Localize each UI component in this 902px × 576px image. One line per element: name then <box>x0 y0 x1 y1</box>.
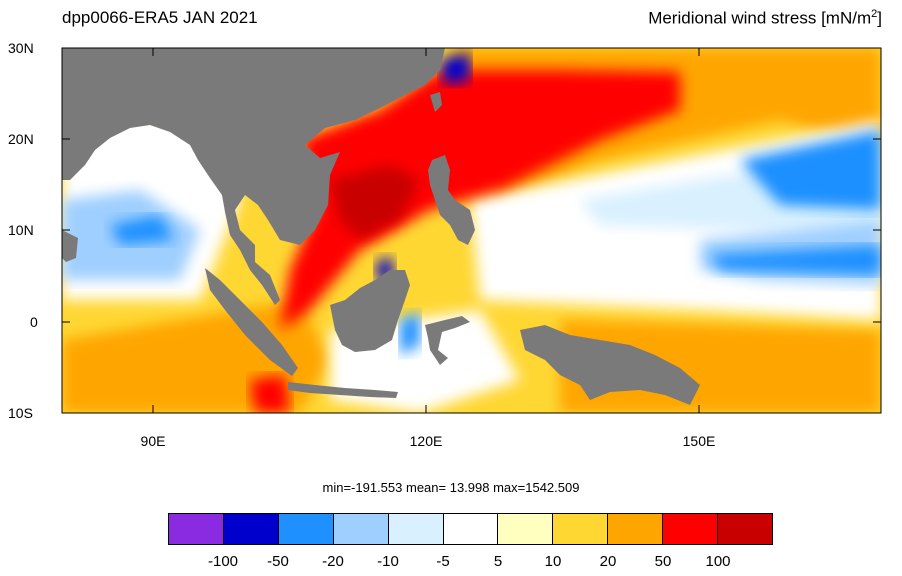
philippines <box>428 155 475 245</box>
field-blue-east <box>710 245 881 275</box>
colorbar-box <box>278 514 334 544</box>
lon-label-90e: 90E <box>140 433 166 449</box>
field-red-south <box>250 375 290 413</box>
java <box>288 382 398 398</box>
colorbar-box <box>718 514 772 544</box>
lat-label-10s: 10S <box>8 405 33 421</box>
colorbar-label: 5 <box>493 553 503 570</box>
sri-lanka <box>62 230 78 262</box>
colorbar-label: -5 <box>436 553 450 570</box>
variable-title: Meridional wind stress [mN/m2] <box>648 8 882 29</box>
axis-ticks <box>62 47 881 414</box>
lat-label-30n: 30N <box>8 40 34 56</box>
sumatra <box>205 268 298 376</box>
field-blue-celebes <box>400 312 420 355</box>
asian-mainland <box>62 48 445 305</box>
field-darkred-core <box>330 165 420 240</box>
colorbar-box <box>388 514 444 544</box>
variable-title-superscript: 2 <box>871 8 878 20</box>
lat-label-10n: 10N <box>8 222 34 238</box>
lon-label-150e: 150E <box>682 433 716 449</box>
colorbar-box <box>443 514 499 544</box>
lat-label-0: 0 <box>30 314 38 330</box>
colorbar-label: 50 <box>654 553 672 570</box>
colorbar <box>168 513 773 545</box>
variable-title-end: ] <box>877 8 882 28</box>
field-blue-northeast <box>740 130 881 210</box>
colorbar-label: 20 <box>599 553 617 570</box>
colorbar-label: 10 <box>544 553 562 570</box>
colorbar-label: -50 <box>267 553 289 570</box>
colorbar-box <box>553 514 609 544</box>
new-guinea <box>520 325 700 405</box>
colorbar-box <box>223 514 279 544</box>
lat-label-20n: 20N <box>8 131 34 147</box>
colorbar-label: 100 <box>705 553 731 570</box>
variable-title-text: Meridional wind stress [mN/m <box>648 8 872 28</box>
colorbar-box <box>169 514 224 544</box>
colorbar-box <box>608 514 664 544</box>
field-red-band <box>280 70 680 330</box>
lon-label-120e: 120E <box>409 433 443 449</box>
taiwan <box>430 92 442 112</box>
map-field <box>62 48 881 413</box>
statistics-summary: min=-191.553 mean= 13.998 max=1542.509 <box>322 480 580 495</box>
sulawesi <box>425 316 470 365</box>
colorbar-label: -10 <box>377 553 399 570</box>
field-blue-west <box>110 215 175 245</box>
field-darkblue-taiwan <box>440 52 470 85</box>
land-masses <box>62 48 700 405</box>
colorbar-box <box>498 514 554 544</box>
colorbar-box <box>333 514 389 544</box>
borneo <box>330 270 410 352</box>
colorbar-label: -20 <box>322 553 344 570</box>
colorbar-label: -100 <box>207 553 239 570</box>
map-title: dpp0066-ERA5 JAN 2021 <box>62 8 258 27</box>
colorbar-box <box>663 514 719 544</box>
